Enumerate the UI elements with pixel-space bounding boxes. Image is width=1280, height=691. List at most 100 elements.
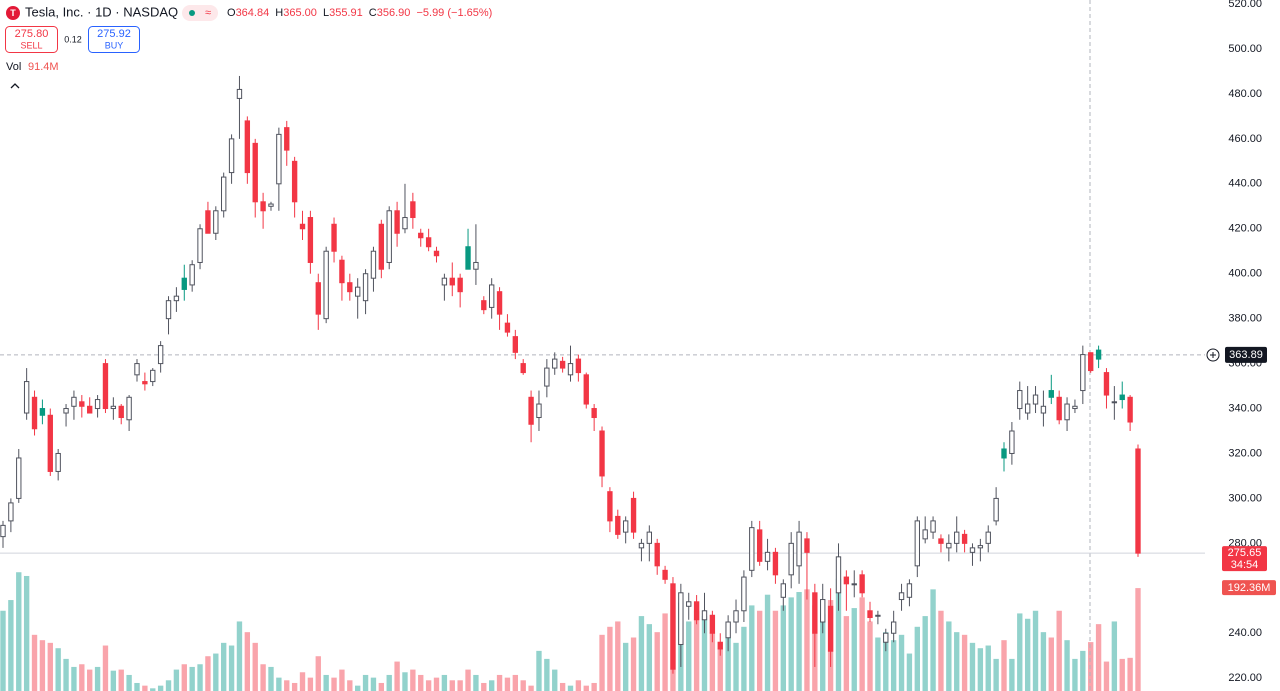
candle-body xyxy=(654,542,660,567)
candle-body xyxy=(993,497,999,522)
candle-body xyxy=(725,621,731,639)
candle-body xyxy=(1111,401,1118,404)
collapse-toggle[interactable] xyxy=(10,83,20,89)
volume-bar xyxy=(709,632,716,691)
volume-bar xyxy=(544,658,550,691)
volume-bar xyxy=(94,666,101,691)
volume-bar xyxy=(150,688,156,691)
candle-body xyxy=(867,610,873,619)
candle-body xyxy=(228,138,235,174)
volume-bar xyxy=(804,589,810,691)
volume-bar xyxy=(165,680,172,691)
volume-bar xyxy=(922,616,928,691)
candle-body xyxy=(741,576,747,612)
volume-bar xyxy=(102,645,109,691)
volume-bar xyxy=(449,680,455,691)
candle-body xyxy=(134,363,140,376)
c-label: C xyxy=(369,7,377,19)
volume-bar xyxy=(662,613,668,691)
volume-bar xyxy=(402,672,408,691)
candle-body xyxy=(481,300,487,311)
candle-body xyxy=(496,291,503,315)
volume-bar xyxy=(654,632,660,691)
logo xyxy=(6,6,20,20)
candle-body xyxy=(465,246,471,270)
spread: 0.12 xyxy=(64,34,82,44)
y-tick-label: 380.00 xyxy=(1228,313,1262,325)
candle-body xyxy=(386,210,392,263)
volume-bar xyxy=(520,680,526,691)
candle-body xyxy=(615,515,621,535)
candle-body xyxy=(693,601,700,621)
volume-bar xyxy=(378,682,385,691)
y-tick-label: 520.00 xyxy=(1228,0,1262,10)
volume-bar xyxy=(205,656,211,691)
change: −5.99 (−1.65%) xyxy=(416,7,492,19)
y-tick-label: 420.00 xyxy=(1228,223,1262,235)
sell-label: SELL xyxy=(20,40,42,50)
candle-body xyxy=(796,531,802,567)
volume-bar xyxy=(355,685,361,691)
volume-bar xyxy=(315,656,321,691)
vol-label: Vol xyxy=(6,61,21,73)
volume-bar xyxy=(1040,632,1047,691)
volume-bar xyxy=(914,626,920,691)
candle-body xyxy=(1001,448,1007,459)
volume-bar xyxy=(362,674,369,691)
candle-body xyxy=(1056,396,1062,421)
volume-bar xyxy=(1135,588,1141,691)
last-volume: 192.36M xyxy=(1228,582,1271,594)
countdown: 34:54 xyxy=(1231,559,1259,571)
candle-body xyxy=(686,601,692,607)
candle-body xyxy=(323,250,329,320)
sell-button[interactable] xyxy=(5,26,58,53)
volume-bar xyxy=(820,613,826,691)
candle-body xyxy=(362,273,369,302)
l-label: L xyxy=(323,7,329,19)
volume-bar xyxy=(79,664,85,691)
candle-body xyxy=(441,277,448,286)
status-pill[interactable] xyxy=(182,5,218,21)
candle-body xyxy=(772,551,779,576)
volume-bar xyxy=(646,624,652,691)
volume-bar xyxy=(851,608,857,691)
volume-bar xyxy=(339,669,345,691)
volume-bar xyxy=(252,642,258,691)
volume-bar xyxy=(1088,642,1094,691)
volume-bar xyxy=(87,669,93,691)
o-label: O xyxy=(227,7,236,19)
buy-button[interactable] xyxy=(88,26,140,53)
candle-body xyxy=(520,363,526,374)
volume-bar xyxy=(110,670,117,691)
candle-body xyxy=(820,599,826,623)
volume-bar xyxy=(764,594,771,691)
crosshair-add[interactable] xyxy=(1206,348,1220,362)
candle-body xyxy=(646,531,652,544)
candle-body xyxy=(1024,403,1031,414)
volume-bar xyxy=(63,658,69,691)
status-icon: ≈ xyxy=(205,7,211,19)
candle-body xyxy=(118,405,124,419)
candle-body xyxy=(559,360,566,369)
volume-bar xyxy=(142,685,148,691)
candle-body xyxy=(780,583,786,598)
volume-bar xyxy=(465,669,471,691)
candle-body xyxy=(985,531,991,544)
candle-body xyxy=(236,88,243,99)
volume-bar xyxy=(473,674,479,691)
crosshair-price-box xyxy=(1225,346,1267,363)
volume-bar xyxy=(134,682,140,691)
volume-bar xyxy=(575,680,582,691)
candle-body xyxy=(528,396,534,425)
volume-bar xyxy=(31,634,38,691)
volume-bar xyxy=(260,664,266,691)
volume-bar xyxy=(512,674,519,691)
candle-body xyxy=(221,176,227,212)
overlay-lines xyxy=(0,0,1205,691)
crosshair-price: 363.89 xyxy=(1229,349,1263,361)
candle-body xyxy=(157,345,164,365)
candle-body xyxy=(189,264,195,286)
candle-body xyxy=(16,457,22,499)
volume-bar xyxy=(1032,610,1039,691)
